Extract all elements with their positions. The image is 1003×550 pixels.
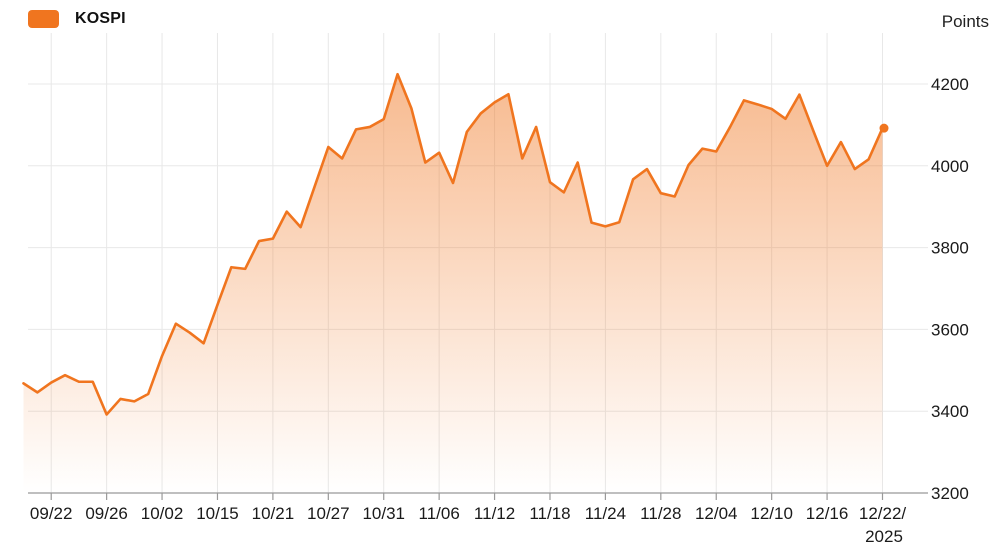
x-tick-label: 10/02 — [141, 504, 184, 523]
x-tick-label: 10/15 — [196, 504, 239, 523]
x-tick-label: 11/28 — [640, 504, 681, 523]
x-tick-label: 12/16 — [806, 504, 849, 523]
x-tick-label: 12/22/2025 — [859, 504, 907, 546]
legend-label: KOSPI — [75, 10, 126, 27]
x-tick-label: 10/27 — [307, 504, 350, 523]
x-tick-label: 10/31 — [362, 504, 405, 523]
y-tick-label: 3600 — [931, 320, 969, 339]
x-tick-label: 10/21 — [252, 504, 295, 523]
y-tick-label: 4000 — [931, 157, 969, 176]
y-tick-label: 3200 — [931, 484, 969, 503]
x-tick-label: 09/22 — [30, 504, 73, 523]
y-tick-label: 3800 — [931, 239, 969, 258]
x-tick-label: 11/06 — [419, 504, 460, 523]
x-tick-label: 12/10 — [750, 504, 793, 523]
y-axis-unit-label: Points — [941, 12, 989, 31]
y-tick-label: 4200 — [931, 75, 969, 94]
last-point-marker — [879, 123, 889, 133]
x-tick-label: 11/12 — [474, 504, 515, 523]
legend-item-kospi[interactable]: KOSPI — [28, 10, 126, 28]
area-fill — [23, 74, 883, 494]
legend-swatch-icon — [28, 10, 59, 28]
x-tick-label: 12/04 — [695, 504, 738, 523]
x-tick-label: 11/18 — [529, 504, 570, 523]
y-tick-label: 3400 — [931, 402, 969, 421]
kospi-line[interactable] — [22, 72, 884, 416]
x-tick-label: 09/26 — [85, 504, 128, 523]
x-tick-label: 11/24 — [585, 504, 626, 523]
